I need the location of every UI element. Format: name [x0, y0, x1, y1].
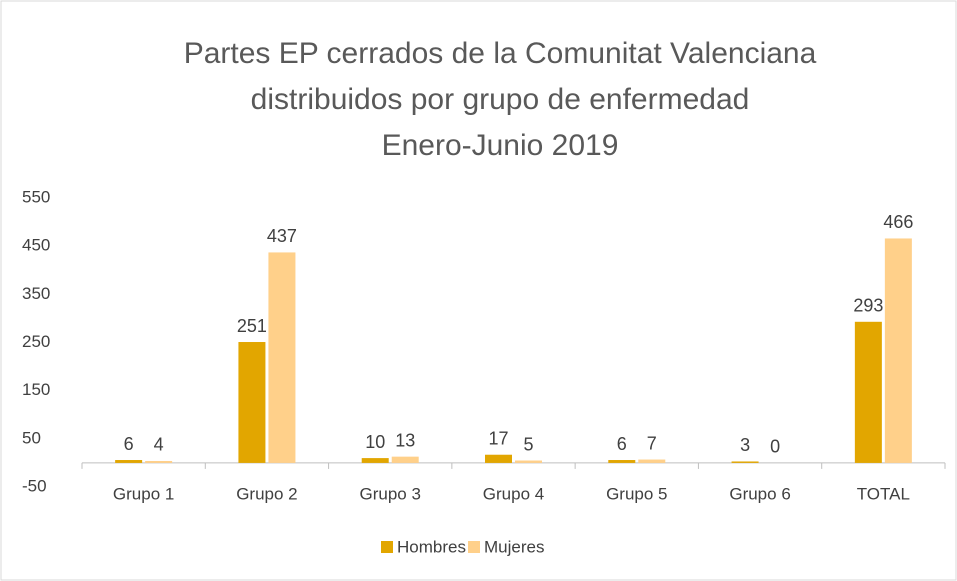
data-label: 6	[617, 434, 627, 454]
data-label: 251	[237, 316, 267, 336]
bar	[608, 460, 636, 463]
data-label: 0	[770, 437, 780, 457]
chart-title: Enero-Junio 2019	[382, 129, 619, 162]
data-label: 293	[853, 296, 883, 316]
bar	[115, 460, 143, 463]
data-label: 6	[124, 434, 134, 454]
legend-swatch	[381, 541, 393, 553]
data-label: 13	[395, 430, 415, 450]
data-label: 5	[523, 434, 533, 454]
x-tick-label: Grupo 3	[359, 484, 420, 503]
x-tick-label: Grupo 2	[236, 484, 297, 503]
data-label: 10	[365, 432, 385, 452]
y-tick-label: 150	[22, 380, 50, 399]
bar	[638, 459, 666, 463]
y-tick-label: 250	[22, 332, 50, 351]
data-label: 3	[740, 435, 750, 455]
data-label: 4	[154, 435, 164, 455]
data-label: 17	[488, 428, 508, 448]
bar	[145, 460, 173, 463]
y-tick-label: 350	[22, 284, 50, 303]
chart-title: distribuidos por grupo de enfermedad	[251, 83, 750, 116]
bar	[515, 460, 542, 463]
bar	[391, 456, 419, 463]
data-label: 7	[647, 433, 657, 453]
y-tick-label: -50	[22, 476, 47, 495]
x-tick-label: Grupo 1	[113, 484, 174, 503]
bar	[884, 238, 912, 463]
bar	[854, 321, 882, 463]
legend-swatch	[468, 541, 480, 553]
x-tick-label: TOTAL	[857, 484, 910, 503]
y-tick-label: 50	[22, 428, 41, 447]
legend-label: Mujeres	[484, 537, 544, 556]
y-tick-label: 450	[22, 236, 50, 255]
bar	[731, 461, 759, 463]
bar	[485, 454, 512, 463]
bar	[238, 342, 266, 463]
bar	[268, 252, 296, 463]
legend-label: Hombres	[397, 537, 466, 556]
chart-title: Partes EP cerrados de la Comunitat Valen…	[184, 37, 817, 70]
y-tick-label: 550	[22, 187, 50, 206]
x-tick-label: Grupo 4	[483, 484, 544, 503]
data-label: 437	[267, 226, 297, 246]
x-tick-label: Grupo 5	[606, 484, 667, 503]
x-tick-label: Grupo 6	[729, 484, 790, 503]
bar	[361, 458, 389, 463]
data-label: 466	[883, 212, 913, 232]
